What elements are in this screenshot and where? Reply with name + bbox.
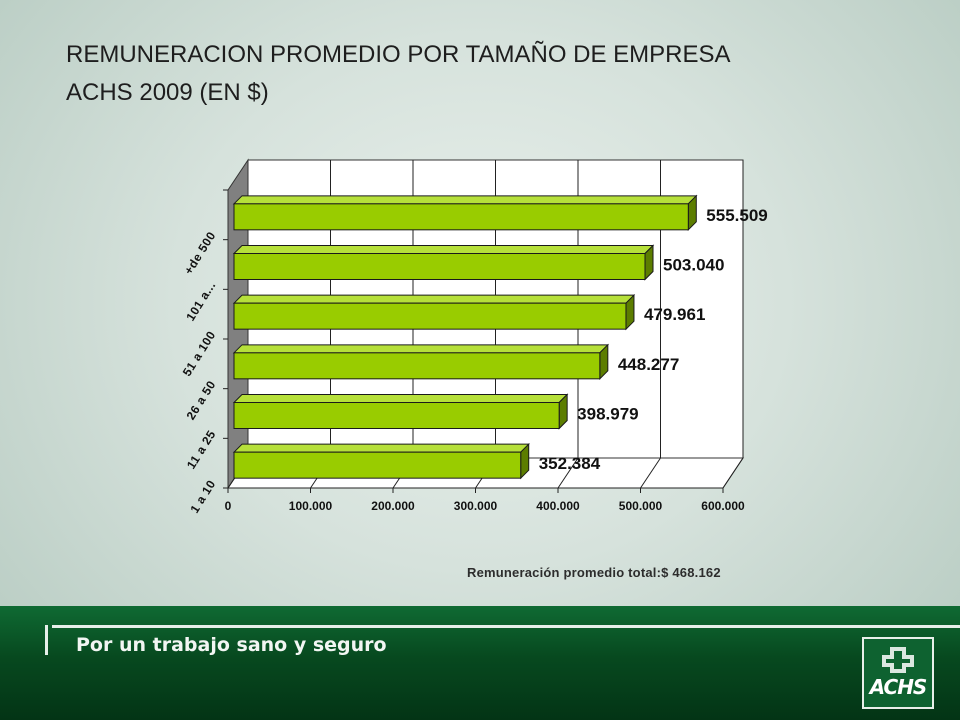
bar: [233, 402, 560, 429]
category-label: +de 500: [181, 229, 218, 277]
floor-gridline: [722, 457, 744, 489]
x-tick-label: 100.000: [289, 499, 333, 513]
footer-divider-tick: [45, 625, 48, 655]
bar: [233, 451, 522, 479]
bar: [233, 302, 627, 330]
bar-value-label: 448.277: [618, 355, 679, 374]
bar-value-label: 479.961: [644, 305, 705, 324]
bar-top-face: [232, 245, 655, 254]
bar-chart: 0 100.000 200.000 300.000 400.000 500.000 600.…: [180, 158, 768, 516]
x-tick-label: 0: [225, 499, 232, 513]
bar-value-label: 352.384: [539, 454, 601, 473]
logo-text: ACHS: [869, 675, 928, 699]
bar-value-label: 555.509: [706, 206, 767, 225]
title-line-1: REMUNERACION PROMEDIO POR TAMAÑO DE EMPR…: [66, 41, 731, 68]
category-label: 1 a 10: [187, 477, 218, 515]
x-tick-label: 400.000: [536, 499, 580, 513]
x-tick-label: 300.000: [454, 499, 498, 513]
bar-top-face: [232, 195, 698, 205]
bar-top-face: [232, 294, 636, 304]
footer-divider: [52, 625, 960, 628]
category-label: 101 a...: [183, 279, 218, 324]
total-average-label: Remuneración promedio total:$ 468.162: [467, 565, 721, 580]
bar: [233, 352, 601, 380]
x-tick-label: 500.000: [619, 499, 663, 513]
bar-top-face: [232, 344, 610, 354]
bar: [233, 253, 646, 280]
x-tick-label: 200.000: [371, 499, 415, 513]
footer-bar: [0, 606, 960, 720]
achs-logo: ACHS: [862, 637, 934, 709]
bar: [233, 203, 689, 231]
bar-value-label: 398.979: [577, 405, 638, 424]
category-label: 26 a 50: [184, 378, 219, 422]
page-title: REMUNERACION PROMEDIO POR TAMAÑO DE EMPR…: [66, 36, 731, 112]
bar-top-face: [232, 443, 530, 453]
bar-value-label: 503.040: [663, 256, 724, 275]
category-label: 51 a 100: [180, 328, 219, 378]
title-line-2: ACHS 2009 (EN $): [66, 79, 269, 106]
logo-cross-icon: [882, 647, 914, 673]
bar-top-face: [232, 394, 569, 403]
footer-slogan: Por un trabajo sano y seguro: [76, 634, 387, 656]
category-label: 11 a 25: [184, 428, 219, 472]
x-tick-label: 600.000: [701, 499, 745, 513]
floor-gridline: [557, 457, 579, 489]
floor-gridline: [640, 457, 661, 489]
